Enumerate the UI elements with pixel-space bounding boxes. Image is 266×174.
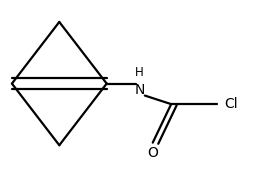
Text: Cl: Cl	[224, 97, 238, 111]
Text: O: O	[147, 146, 158, 160]
Text: N: N	[134, 83, 145, 97]
Text: H: H	[135, 66, 144, 79]
